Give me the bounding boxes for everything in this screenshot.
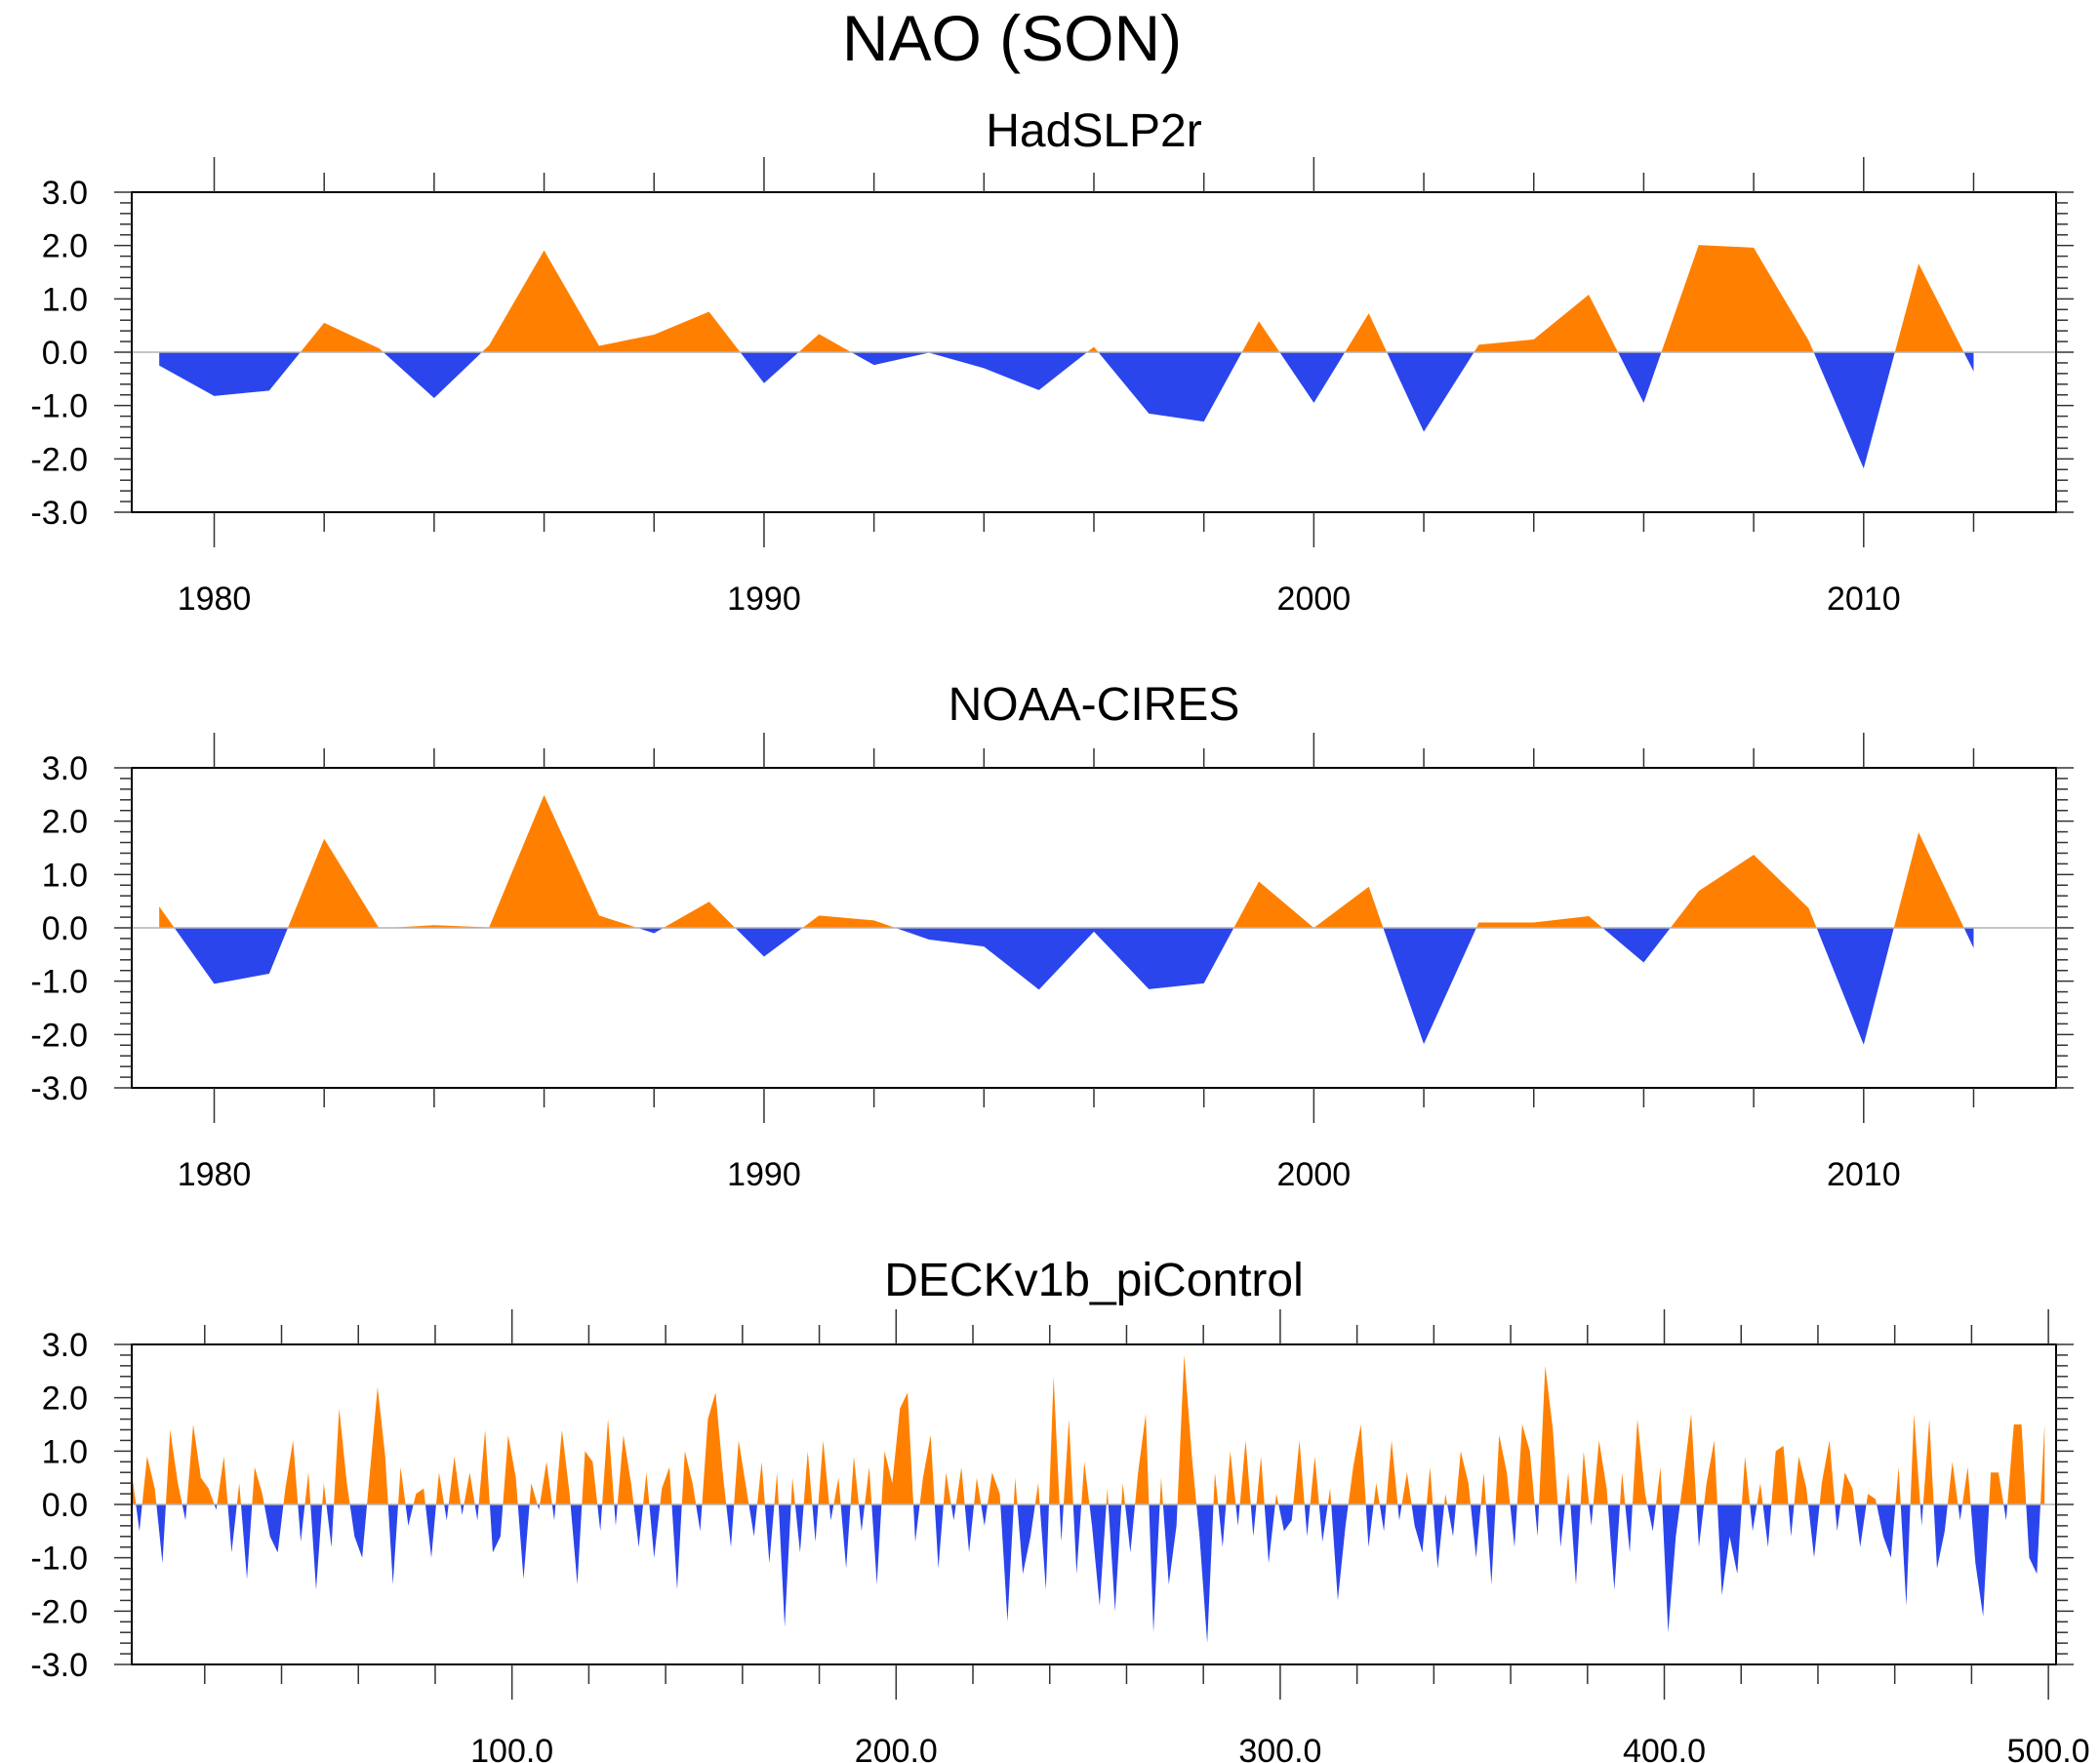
- x-tick-label: 500.0: [2007, 1733, 2090, 1763]
- y-tick-label: 3.0: [42, 175, 88, 212]
- positive-area: [159, 794, 1964, 928]
- y-tick-label: 2.0: [42, 1381, 88, 1418]
- negative-area: [136, 1504, 2040, 1644]
- negative-area: [174, 928, 1974, 1045]
- y-tick-label: 2.0: [42, 228, 88, 265]
- x-tick-label: 1990: [727, 1156, 801, 1193]
- y-tick-label: -1.0: [30, 964, 88, 1001]
- panel-title: HadSLP2r: [986, 105, 1201, 157]
- y-tick-label: -1.0: [30, 1541, 88, 1578]
- y-tick-label: -2.0: [30, 1017, 88, 1054]
- y-tick-label: -2.0: [30, 1593, 88, 1630]
- x-tick-label: 1990: [727, 581, 801, 618]
- panel-title: NOAA-CIRES: [949, 679, 1240, 731]
- y-tick-label: 0.0: [42, 1487, 88, 1524]
- negative-area: [159, 352, 1974, 469]
- positive-area: [300, 245, 1964, 352]
- x-tick-label: 400.0: [1623, 1733, 1706, 1763]
- x-tick-label: 100.0: [470, 1733, 553, 1763]
- y-tick-label: 1.0: [42, 857, 88, 894]
- y-tick-label: -2.0: [30, 441, 88, 478]
- y-tick-label: 0.0: [42, 335, 88, 372]
- y-tick-label: 1.0: [42, 281, 88, 318]
- panel-2: DECKv1b_piControl 3.0 2.0 1.0 0.0 -1.0 -2.0 -3.…: [30, 1255, 2089, 1763]
- y-tick-label: -1.0: [30, 388, 88, 425]
- x-tick-label: 1980: [178, 581, 252, 618]
- panel-0: HadSLP2r 3.0 2.0 1.0 0.0 -1.0 -2.0 -3.0 1980 1990…: [30, 105, 2074, 618]
- y-tick-label: -3.0: [30, 495, 88, 532]
- panels: HadSLP2r 3.0 2.0 1.0 0.0 -1.0 -2.0 -3.0 1980 1990…: [30, 105, 2089, 1763]
- x-tick-label: 300.0: [1238, 1733, 1321, 1763]
- y-tick-label: -3.0: [30, 1070, 88, 1107]
- y-tick-label: 0.0: [42, 910, 88, 947]
- x-tick-label: 2010: [1827, 581, 1901, 618]
- y-tick-label: 3.0: [42, 1327, 88, 1364]
- x-tick-label: 200.0: [855, 1733, 938, 1763]
- x-tick-label: 2000: [1277, 1156, 1352, 1193]
- y-tick-label: 2.0: [42, 804, 88, 841]
- y-tick-label: -3.0: [30, 1647, 88, 1684]
- x-tick-label: 2000: [1277, 581, 1352, 618]
- x-tick-label: 2010: [1827, 1156, 1901, 1193]
- panel-1: NOAA-CIRES 3.0 2.0 1.0 0.0 -1.0 -2.0 -3.0 1980 19…: [30, 679, 2074, 1193]
- y-tick-label: 1.0: [42, 1433, 88, 1470]
- figure-title: NAO (SON): [842, 2, 1182, 74]
- x-tick-label: 1980: [178, 1156, 252, 1193]
- positive-area: [132, 1354, 2045, 1504]
- panel-title: DECKv1b_piControl: [884, 1255, 1304, 1306]
- y-tick-label: 3.0: [42, 750, 88, 787]
